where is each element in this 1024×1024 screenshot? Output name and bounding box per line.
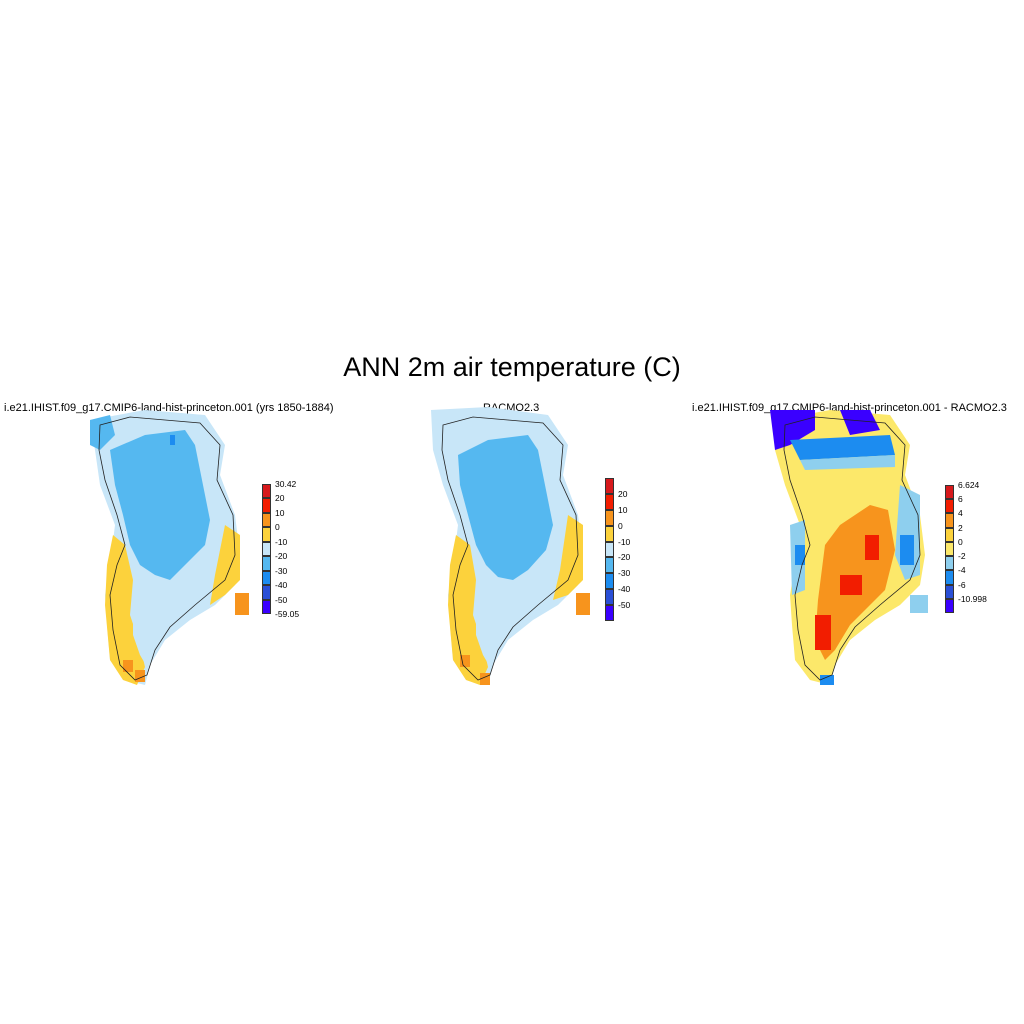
colorbar-tick-label: -40 bbox=[618, 584, 631, 595]
panel-3-colorbar: 6.624 6 4 2 0 -2 -4 -6 -10.998 bbox=[945, 480, 1005, 623]
colorbar-swatch bbox=[605, 541, 614, 558]
colorbar-tick-label: 10 bbox=[275, 507, 285, 518]
colorbar-swatch bbox=[262, 484, 271, 499]
colorbar-tick-label: -20 bbox=[618, 552, 631, 563]
difference-field bbox=[770, 410, 928, 685]
colorbar-swatch bbox=[945, 541, 954, 557]
colorbar-tick-label: 0 bbox=[618, 520, 623, 531]
colorbar-swatch bbox=[945, 527, 954, 542]
colorbar-tick-label: 30.42 bbox=[275, 479, 297, 489]
colorbar-tick-label: -10.998 bbox=[958, 593, 987, 604]
colorbar-tick-label: -50 bbox=[618, 600, 631, 611]
colorbar-swatch bbox=[262, 541, 271, 557]
colorbar-tick-label: -4 bbox=[958, 565, 966, 576]
colorbar-tick-label: -50 bbox=[275, 594, 288, 605]
colorbar-tick-label: -59.05 bbox=[275, 609, 300, 619]
colorbar-swatch bbox=[945, 485, 954, 500]
colorbar-tick-label: 4 bbox=[958, 508, 963, 519]
panel-1-colorbar: 30.42 20 10 0 -10 -20 -30 -40 -50 -59.05 bbox=[262, 479, 322, 624]
colorbar-tick-label: 20 bbox=[275, 493, 285, 504]
colorbar-swatch bbox=[945, 513, 954, 528]
colorbar-swatch bbox=[262, 512, 271, 528]
colorbar-swatch bbox=[945, 499, 954, 514]
colorbar-tick-label: -10 bbox=[618, 536, 631, 547]
panel-2-map bbox=[431, 407, 590, 685]
colorbar-tick-label: 20 bbox=[618, 488, 628, 499]
figure-title: ANN 2m air temperature (C) bbox=[343, 352, 681, 382]
colorbar-swatch bbox=[605, 525, 614, 542]
panel-1-title: i.e21.IHIST.f09_g17.CMIP6-land-hist-prin… bbox=[4, 402, 334, 414]
colorbar-swatch bbox=[945, 570, 954, 585]
colorbar-swatch bbox=[262, 599, 271, 614]
colorbar-tick-label: 6.624 bbox=[958, 480, 980, 490]
colorbar-swatch bbox=[605, 573, 614, 590]
colorbar-swatch bbox=[262, 556, 271, 571]
colorbar-swatch bbox=[605, 493, 614, 510]
colorbar-swatch bbox=[945, 584, 954, 599]
colorbar-swatch bbox=[605, 509, 614, 526]
panel-1-map bbox=[90, 410, 249, 685]
colorbar-swatch bbox=[945, 556, 954, 571]
colorbar-swatch bbox=[262, 498, 271, 513]
colorbar-tick-label: -6 bbox=[958, 579, 966, 590]
colorbar-tick-label: -2 bbox=[958, 551, 966, 562]
panel-2-colorbar: 20 10 0 -10 -20 -30 -40 -50 bbox=[605, 478, 665, 631]
colorbar-tick-label: -10 bbox=[275, 536, 288, 547]
colorbar-tick-label: -30 bbox=[275, 565, 288, 576]
ice-sheet-field bbox=[90, 410, 249, 685]
colorbar-swatch bbox=[262, 527, 271, 542]
colorbar-tick-label: -40 bbox=[275, 580, 288, 591]
colorbar-tick-label: 6 bbox=[958, 494, 963, 505]
colorbar-tick-label: 10 bbox=[618, 504, 628, 515]
colorbar-swatch bbox=[605, 589, 614, 606]
panel-3-map bbox=[770, 410, 928, 685]
colorbar-tick-label: 2 bbox=[958, 522, 963, 533]
colorbar-swatch bbox=[605, 478, 614, 494]
colorbar-tick-label: 0 bbox=[275, 522, 280, 533]
colorbar-tick-label: 0 bbox=[958, 536, 963, 547]
colorbar-tick-label: -20 bbox=[275, 551, 288, 562]
ice-sheet-field bbox=[431, 407, 590, 685]
colorbar-swatch bbox=[605, 557, 614, 574]
colorbar-swatch bbox=[945, 598, 954, 613]
colorbar-swatch bbox=[262, 570, 271, 586]
colorbar-tick-label: -30 bbox=[618, 568, 631, 579]
colorbar-swatch bbox=[262, 585, 271, 600]
colorbar-swatch bbox=[605, 605, 614, 621]
